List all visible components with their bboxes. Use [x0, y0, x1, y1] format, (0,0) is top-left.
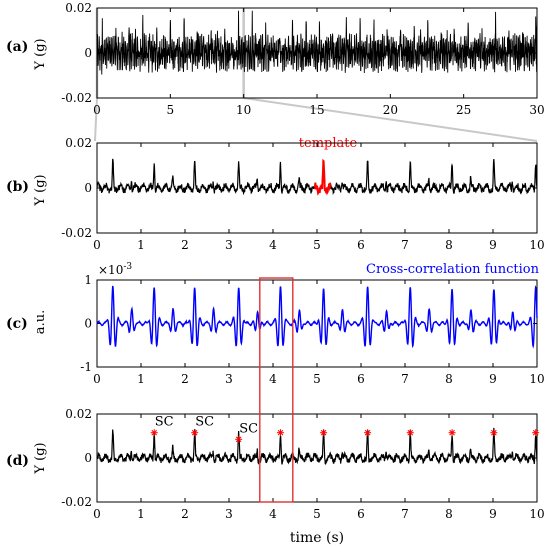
x-tick-label: 1	[137, 372, 145, 386]
x-tick-label: 9	[489, 507, 497, 521]
y-tick-label: -0.02	[61, 495, 92, 509]
plot-area-d	[96, 413, 540, 503]
x-tick-label: 10	[529, 507, 544, 521]
x-tick-label: 20	[383, 103, 398, 117]
x-tick-label: 3	[225, 507, 233, 521]
panel-label-a: (a)	[6, 39, 28, 55]
y-tick-label: -1	[80, 360, 92, 374]
x-ticks-c: 0 1 2 3 4 5 6 7 8 9 10	[93, 280, 545, 386]
x-tick-label: 6	[357, 507, 365, 521]
y-tick-label: 0.02	[65, 136, 92, 150]
peak-marker	[150, 429, 158, 437]
x-tick-label: 5	[313, 238, 321, 252]
zoom-connector	[94, 8, 538, 142]
x-tick-label: 2	[181, 372, 189, 386]
panel-label-b: (b)	[6, 179, 29, 195]
signal-line-d	[96, 427, 538, 466]
plot-area-c	[96, 279, 538, 368]
y-tick-label: 1	[84, 273, 92, 287]
x-tick-label: 5	[313, 507, 321, 521]
x-axis-label: time (s)	[290, 530, 344, 546]
x-tick-label: 10	[529, 372, 544, 386]
y-axis-label-d: Y (g)	[33, 442, 48, 474]
x-tick-label: 5	[313, 372, 321, 386]
x-tick-label: 2	[181, 238, 189, 252]
x-tick-label: 10	[236, 103, 251, 117]
y-axis-label-a: Y (g)	[33, 38, 48, 70]
x-ticks-d: 0 1 2 3 4 5 6 7 8 9 10	[93, 414, 545, 521]
peak-marker	[406, 429, 414, 437]
peak-marker	[364, 429, 372, 437]
x-tick-label: 7	[401, 507, 409, 521]
plot-area-a	[96, 7, 538, 99]
peak-marker	[235, 435, 243, 443]
panel-label-c: (c)	[6, 316, 28, 332]
x-tick-label: 6	[357, 238, 365, 252]
panel-a: (a) Y (g) 0 5 10 15 20 25 30 0.020-0.02	[6, 1, 545, 117]
peak-marker	[320, 429, 328, 437]
x-tick-label: 1	[137, 507, 145, 521]
peak-marker	[191, 429, 199, 437]
y-ticks-b: 0.02 0 -0.02	[61, 136, 537, 240]
x-tick-label: 25	[456, 103, 471, 117]
y-ticks-d: 0.02 0 -0.02	[61, 407, 537, 509]
x-tick-label: 0	[93, 507, 101, 521]
x-tick-label: 8	[445, 507, 453, 521]
x-tick-label: 8	[445, 238, 453, 252]
sc-label: SC	[155, 415, 174, 430]
sc-labels: SC SC SC	[155, 415, 258, 437]
x-ticks-a: 0 5 10 15 20 25 30	[93, 8, 545, 117]
x-tick-label: 0	[93, 372, 101, 386]
y-tick-label: -0.02	[61, 91, 92, 105]
y-ticks-a: 0.02 0 -0.02	[61, 1, 537, 105]
x-tick-label: 10	[529, 238, 544, 252]
peak-marker	[276, 429, 284, 437]
signal-line-a	[96, 10, 538, 75]
scale-factor: ×10-3	[98, 262, 132, 277]
cross-correlation-line	[96, 284, 538, 349]
y-tick-label: 0	[84, 317, 92, 331]
x-tick-label: 9	[489, 238, 497, 252]
y-axis-label-b: Y (g)	[33, 174, 48, 206]
panel-b: (b) Y (g) template 0 1 2 3 4 5 6 7 8 9 10 0.020-0.…	[6, 136, 545, 252]
y-tick-label: 0	[84, 46, 92, 60]
panel-c: (c) a.u. ×10-3 Cross-correlation functio…	[6, 262, 545, 386]
y-axis-label-c: a.u.	[33, 310, 48, 334]
y-tick-label: -0.02	[61, 226, 92, 240]
x-tick-label: 3	[225, 372, 233, 386]
x-tick-label: 6	[357, 372, 365, 386]
peak-marker	[490, 429, 498, 437]
x-tick-label: 7	[401, 238, 409, 252]
y-tick-label: 0.02	[65, 1, 92, 15]
x-tick-label: 4	[269, 507, 277, 521]
x-tick-label: 5	[167, 103, 175, 117]
x-tick-label: 0	[93, 103, 101, 117]
peak-marker	[532, 429, 540, 437]
x-tick-label: 4	[269, 372, 277, 386]
x-tick-label: 9	[489, 372, 497, 386]
y-tick-label: 0	[84, 181, 92, 195]
x-tick-label: 3	[225, 238, 233, 252]
x-tick-label: 15	[309, 103, 324, 117]
x-tick-label: 4	[269, 238, 277, 252]
x-tick-label: 7	[401, 372, 409, 386]
panel-d: (d) Y (g) time (s) SC SC SC 0 1 2 3 4 5 6 7 8 9 10 0…	[6, 407, 545, 546]
y-tick-label: 0	[84, 451, 92, 465]
sc-label: SC	[195, 415, 214, 430]
x-tick-label: 1	[137, 238, 145, 252]
peak-marker	[448, 429, 456, 437]
highlight-box	[259, 277, 294, 503]
x-ticks-b: 0 1 2 3 4 5 6 7 8 9 10	[93, 143, 545, 252]
x-tick-label: 30	[529, 103, 544, 117]
x-tick-label: 8	[445, 372, 453, 386]
plot-area-b	[96, 142, 538, 234]
cross-correlation-legend: Cross-correlation function	[366, 262, 540, 277]
x-tick-label: 0	[93, 238, 101, 252]
y-tick-label: 0.02	[65, 407, 92, 421]
sc-label: SC	[239, 421, 258, 436]
x-tick-label: 2	[181, 507, 189, 521]
panel-label-d: (d)	[6, 453, 29, 469]
template-line	[313, 158, 332, 196]
